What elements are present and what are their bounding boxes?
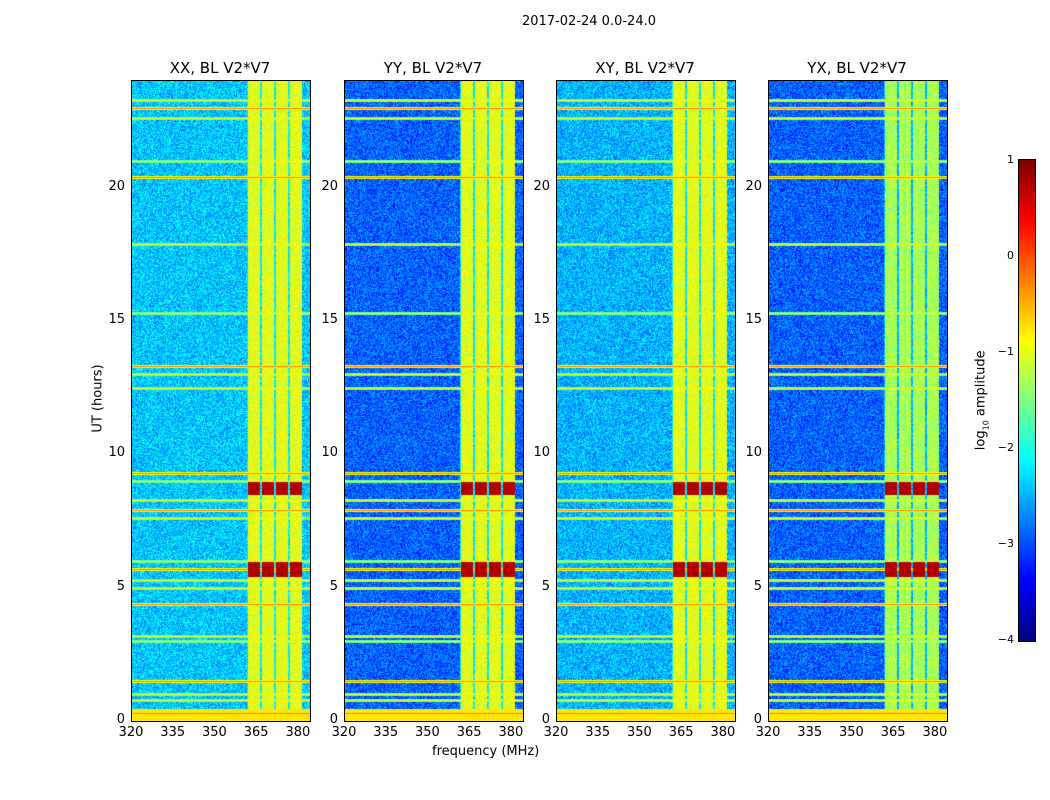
x-tick-label: 320 bbox=[755, 725, 781, 740]
x-tick-label: 350 bbox=[415, 725, 440, 740]
x-tick-label: 365 bbox=[668, 725, 694, 740]
colorbar-label-log: log bbox=[973, 430, 989, 451]
x-tick-label: 335 bbox=[373, 725, 399, 740]
colorbar-label-rest: amplitude bbox=[973, 350, 989, 421]
x-tick-label: 365 bbox=[880, 725, 906, 740]
y-tick-label: 0 bbox=[329, 712, 338, 727]
y-tick-label: 5 bbox=[541, 578, 550, 594]
y-tick-label: 10 bbox=[321, 445, 338, 461]
x-tick-label: 350 bbox=[627, 725, 652, 740]
panel-title: XX, BL V2*V7 bbox=[169, 59, 271, 77]
x-tick-label: 380 bbox=[498, 725, 524, 740]
y-tick-label: 5 bbox=[753, 578, 762, 594]
x-tick-label: 380 bbox=[922, 725, 948, 740]
y-tick-label: 15 bbox=[108, 312, 125, 327]
x-axis-label: frequency (MHz) bbox=[432, 744, 540, 759]
y-tick-label: 0 bbox=[753, 712, 762, 727]
y-tick-label: 15 bbox=[321, 312, 338, 327]
heatmap-panel bbox=[344, 80, 524, 722]
x-tick-label: 350 bbox=[839, 725, 864, 740]
x-tick-label: 335 bbox=[160, 725, 186, 740]
y-tick-label: 20 bbox=[533, 178, 550, 194]
y-tick-label: 20 bbox=[108, 178, 125, 194]
y-tick-label: 10 bbox=[745, 445, 762, 461]
colorbar bbox=[1018, 159, 1036, 642]
x-tick-label: 380 bbox=[710, 725, 736, 740]
heatmap-panel bbox=[131, 80, 311, 722]
x-tick-label: 350 bbox=[202, 725, 227, 740]
colorbar-tick-label: −1 bbox=[997, 345, 1014, 358]
panel-title: YX, BL V2*V7 bbox=[807, 59, 907, 77]
y-tick-label: 10 bbox=[108, 445, 125, 461]
y-tick-label: 15 bbox=[745, 312, 762, 327]
y-tick-label: 10 bbox=[533, 445, 550, 461]
x-tick-label: 380 bbox=[285, 725, 311, 740]
y-tick-label: 20 bbox=[321, 178, 338, 194]
y-tick-label: 0 bbox=[116, 712, 125, 727]
x-tick-label: 335 bbox=[797, 725, 823, 740]
x-tick-label: 320 bbox=[118, 725, 144, 740]
colorbar-tick-label: 0 bbox=[1007, 249, 1014, 262]
colorbar-tick-label: −3 bbox=[997, 537, 1014, 550]
y-tick-label: 5 bbox=[329, 578, 338, 594]
y-axis-label: UT (hours) bbox=[90, 364, 106, 433]
heatmap-panel bbox=[556, 80, 736, 722]
colorbar-tick-label: 1 bbox=[1007, 153, 1014, 166]
colorbar-label-sub: 10 bbox=[981, 420, 991, 431]
x-tick-label: 320 bbox=[331, 725, 357, 740]
colorbar-tick-label: −2 bbox=[997, 441, 1014, 454]
panel-title: XY, BL V2*V7 bbox=[595, 59, 695, 77]
colorbar-label: log10 amplitude bbox=[974, 350, 991, 450]
y-tick-label: 15 bbox=[533, 312, 550, 327]
x-tick-label: 365 bbox=[456, 725, 482, 740]
y-tick-label: 5 bbox=[116, 578, 125, 594]
x-tick-label: 320 bbox=[543, 725, 569, 740]
y-tick-label: 20 bbox=[745, 178, 762, 194]
figure-title: 2017-02-24 0.0-24.0 bbox=[522, 14, 656, 29]
colorbar-tick-label: −4 bbox=[997, 633, 1014, 646]
y-tick-label: 0 bbox=[541, 712, 550, 727]
heatmap-panel bbox=[768, 80, 948, 722]
x-tick-label: 365 bbox=[243, 725, 269, 740]
panel-title: YY, BL V2*V7 bbox=[383, 59, 483, 77]
x-tick-label: 335 bbox=[585, 725, 611, 740]
